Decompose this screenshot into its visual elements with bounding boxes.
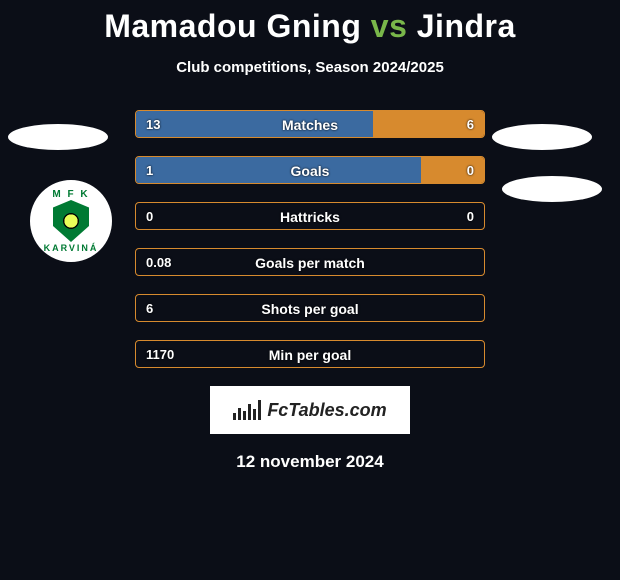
stat-row: 0Hattricks0 — [135, 202, 485, 230]
stat-row: 1170Min per goal — [135, 340, 485, 368]
avatar-placeholder — [8, 124, 108, 150]
stat-value-right: 0 — [467, 157, 474, 184]
club-logo: M F K KARVINÁ — [30, 180, 112, 262]
stat-row: 6Shots per goal — [135, 294, 485, 322]
page-title: Mamadou Gning vs Jindra — [0, 0, 620, 45]
stat-row: 0.08Goals per match — [135, 248, 485, 276]
stat-row: 13Matches6 — [135, 110, 485, 138]
bar-icon-bar — [238, 408, 241, 420]
soccer-ball-icon — [63, 213, 79, 229]
player1-name: Mamadou Gning — [104, 8, 361, 44]
club-logo-bottom-text: KARVINÁ — [44, 243, 99, 253]
stat-label: Min per goal — [136, 341, 484, 368]
stat-label: Shots per goal — [136, 295, 484, 322]
player2-name: Jindra — [417, 8, 516, 44]
fctables-text: FcTables.com — [267, 400, 386, 421]
club-logo-top-text: M F K — [52, 189, 89, 200]
avatar-placeholder — [502, 176, 602, 202]
fctables-badge: FcTables.com — [210, 386, 410, 434]
bar-icon-bar — [258, 400, 261, 420]
date-text: 12 november 2024 — [0, 452, 620, 472]
club-logo-wrap: M F K KARVINÁ — [30, 180, 112, 262]
subtitle: Club competitions, Season 2024/2025 — [0, 59, 620, 76]
stat-label: Goals — [136, 157, 484, 184]
stat-label: Hattricks — [136, 203, 484, 230]
stat-value-right: 6 — [467, 111, 474, 138]
avatar-placeholder — [492, 124, 592, 150]
bar-icon-bar — [248, 404, 251, 420]
club-logo-shield — [53, 200, 89, 242]
stats-container: 13Matches61Goals00Hattricks00.08Goals pe… — [135, 110, 485, 368]
bar-icon-bar — [243, 411, 246, 420]
vs-text: vs — [371, 8, 408, 44]
bar-chart-icon — [233, 400, 261, 420]
stat-label: Goals per match — [136, 249, 484, 276]
stat-row: 1Goals0 — [135, 156, 485, 184]
stat-value-right: 0 — [467, 203, 474, 230]
bar-icon-bar — [233, 413, 236, 420]
stat-label: Matches — [136, 111, 484, 138]
bar-icon-bar — [253, 409, 256, 420]
